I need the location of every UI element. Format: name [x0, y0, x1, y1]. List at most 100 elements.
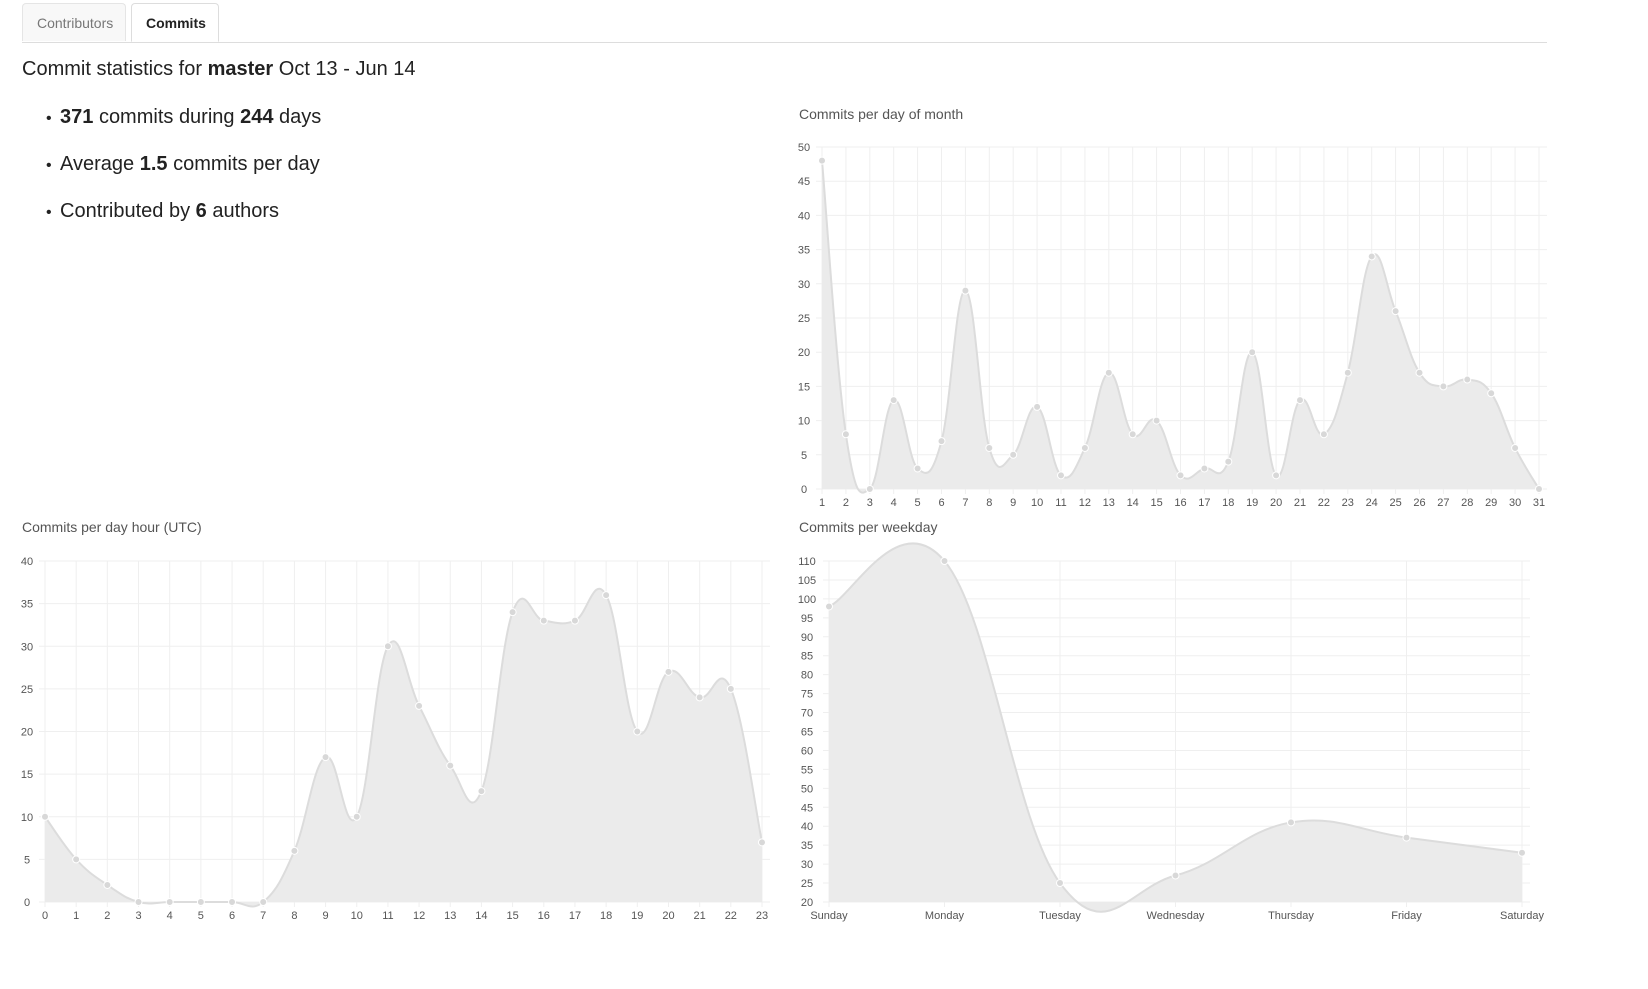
- x-tick-label: 18: [600, 910, 612, 922]
- data-point: [570, 616, 579, 625]
- data-point: [1415, 368, 1424, 377]
- x-tick-label: 9: [323, 910, 329, 922]
- series-area: [829, 543, 1522, 912]
- commits-text: commits during: [98, 106, 235, 128]
- y-tick-label: 30: [798, 279, 810, 291]
- series-area: [822, 160, 1539, 493]
- y-tick-label: 105: [798, 575, 816, 587]
- data-point: [165, 898, 174, 906]
- x-tick-label: 16: [538, 910, 550, 922]
- y-tick-label: 50: [798, 142, 810, 154]
- y-tick-label: 50: [801, 783, 813, 795]
- data-point: [1535, 485, 1543, 493]
- data-point: [1033, 402, 1042, 411]
- data-point: [477, 787, 486, 796]
- data-point: [1518, 848, 1526, 857]
- x-tick-label: 4: [167, 910, 173, 922]
- tab-commits[interactable]: Commits: [131, 3, 219, 42]
- x-tick-label: 31: [1533, 497, 1545, 509]
- y-tick-label: 30: [21, 641, 33, 653]
- data-point: [1402, 833, 1411, 842]
- data-point: [1176, 471, 1185, 480]
- data-point: [818, 156, 826, 165]
- average-suffix: commits per day: [173, 153, 320, 175]
- y-tick-label: 10: [798, 416, 810, 428]
- x-tick-label: 11: [382, 910, 393, 922]
- x-tick-label: 5: [198, 910, 204, 922]
- data-point: [321, 753, 330, 762]
- y-tick-label: 80: [801, 670, 813, 682]
- x-tick-label: 3: [135, 910, 141, 922]
- data-point: [602, 591, 611, 600]
- x-tick-label: 1: [819, 497, 825, 509]
- data-point: [134, 898, 143, 906]
- y-tick-label: 40: [21, 556, 33, 568]
- x-tick-label: 1: [73, 910, 79, 922]
- x-tick-label: 3: [867, 497, 873, 509]
- x-tick-label: 11: [1055, 497, 1066, 509]
- data-point: [1511, 443, 1520, 452]
- y-tick-label: 30: [801, 859, 813, 871]
- y-tick-label: 0: [801, 484, 807, 496]
- y-tick-label: 35: [21, 599, 33, 611]
- data-point: [841, 430, 850, 439]
- data-point: [1056, 879, 1064, 888]
- data-point: [1296, 396, 1304, 405]
- x-tick-label: 12: [413, 910, 425, 922]
- data-point: [937, 437, 946, 446]
- x-tick-label: 20: [662, 910, 674, 922]
- x-tick-label: 12: [1079, 497, 1091, 509]
- x-tick-label: 7: [962, 497, 968, 509]
- x-tick-label: 21: [1294, 497, 1306, 509]
- x-tick-label: 22: [725, 910, 737, 922]
- y-tick-label: 35: [801, 840, 813, 852]
- data-point: [865, 485, 874, 493]
- data-point: [913, 464, 922, 473]
- y-tick-label: 10: [21, 812, 33, 824]
- y-tick-label: 35: [798, 245, 810, 257]
- x-tick-label: 10: [1031, 497, 1043, 509]
- data-point: [103, 880, 112, 889]
- x-tick-label: 17: [569, 910, 581, 922]
- x-tick-label: 0: [42, 910, 48, 922]
- y-tick-label: 5: [24, 854, 30, 866]
- data-point: [1343, 368, 1352, 377]
- data-point: [1224, 457, 1233, 466]
- x-tick-label: 7: [260, 910, 266, 922]
- chart-title-weekday: Commits per weekday: [799, 519, 938, 535]
- data-point: [196, 898, 205, 906]
- y-tick-label: 90: [801, 632, 813, 644]
- x-tick-label: 13: [1103, 497, 1115, 509]
- x-tick-label: 2: [104, 910, 110, 922]
- stat-average: Average 1.5 commits per day: [38, 147, 321, 194]
- data-point: [1200, 464, 1209, 473]
- stats-list: 371 commits during 244 days Average 1.5 …: [38, 100, 321, 241]
- y-tick-label: 70: [801, 708, 813, 720]
- tab-contributors[interactable]: Contributors: [22, 3, 126, 41]
- x-tick-label: Wednesday: [1147, 910, 1205, 922]
- data-point: [259, 898, 268, 906]
- y-tick-label: 110: [798, 556, 816, 568]
- y-tick-label: 25: [801, 878, 813, 890]
- x-tick-label: 2: [843, 497, 849, 509]
- data-point: [1057, 471, 1065, 480]
- x-tick-label: 10: [351, 910, 363, 922]
- y-tick-label: 25: [21, 684, 33, 696]
- page-title: Commit statistics for master Oct 13 - Ju…: [22, 58, 416, 81]
- data-point: [290, 846, 299, 855]
- x-tick-label: 6: [938, 497, 944, 509]
- stat-authors: Contributed by 6 authors: [38, 194, 321, 241]
- data-point: [633, 727, 642, 736]
- data-point: [1391, 307, 1400, 316]
- series-area: [45, 588, 762, 907]
- x-tick-label: 14: [1127, 497, 1139, 509]
- days-text: days: [279, 106, 322, 128]
- branch-name: master: [207, 58, 274, 80]
- data-point: [961, 286, 970, 295]
- date-range: Oct 13 - Jun 14: [278, 58, 416, 80]
- x-tick-label: 23: [1342, 497, 1354, 509]
- x-tick-label: 27: [1437, 497, 1449, 509]
- x-tick-label: Sunday: [810, 910, 848, 922]
- x-tick-label: 18: [1222, 497, 1234, 509]
- data-point: [1439, 382, 1448, 391]
